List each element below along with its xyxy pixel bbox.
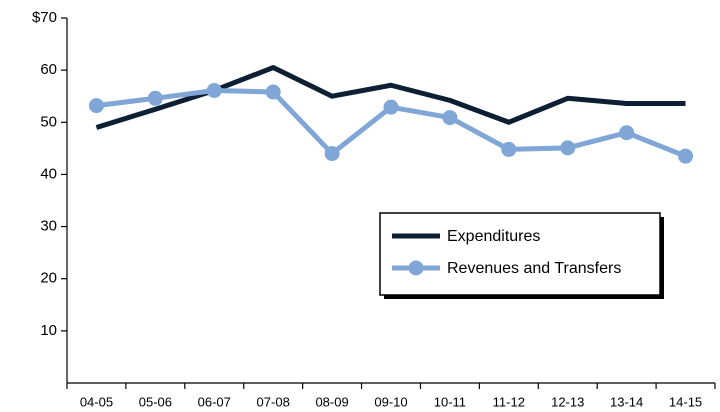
y-tick-label: 50 [40, 113, 57, 130]
series-marker [324, 146, 340, 162]
x-tick-label: 04-05 [80, 394, 113, 409]
y-tick-label: 20 [40, 270, 57, 287]
series-line [95, 65, 686, 130]
series-marker [147, 90, 163, 106]
series-marker [383, 99, 399, 115]
y-tick-label: 40 [40, 165, 57, 182]
x-tick-label: 10-11 [434, 394, 466, 409]
x-tick-label: 09-10 [374, 394, 407, 409]
series-marker [678, 148, 694, 164]
x-tick-label: 05-06 [139, 394, 172, 409]
series-marker [619, 125, 635, 141]
x-tick-label: 12-13 [551, 394, 584, 409]
y-tick-label: 30 [40, 218, 57, 235]
x-tick-label: 08-09 [315, 394, 348, 409]
series-marker [206, 82, 222, 98]
series-marker [560, 140, 576, 156]
y-tick-label: 10 [40, 322, 57, 339]
series-marker [88, 98, 104, 114]
x-tick-label: 11-12 [493, 394, 525, 409]
legend-box [379, 212, 661, 296]
x-tick-label: 07-08 [257, 394, 290, 409]
legend-label: Expenditures [447, 228, 540, 245]
x-tick-label: 06-07 [198, 394, 231, 409]
series-marker [265, 84, 281, 100]
legend-label: Revenues and Transfers [447, 260, 621, 277]
y-tick-label: $70 [32, 9, 57, 26]
x-tick-label: 13-14 [610, 394, 643, 409]
legend-marker [408, 260, 424, 276]
legend: Expenditures Revenues and Transfers [379, 212, 664, 299]
series-marker [442, 110, 458, 126]
series-marker [501, 141, 517, 157]
x-tick-label: 14-15 [669, 394, 702, 409]
y-tick-label: 60 [40, 61, 57, 78]
